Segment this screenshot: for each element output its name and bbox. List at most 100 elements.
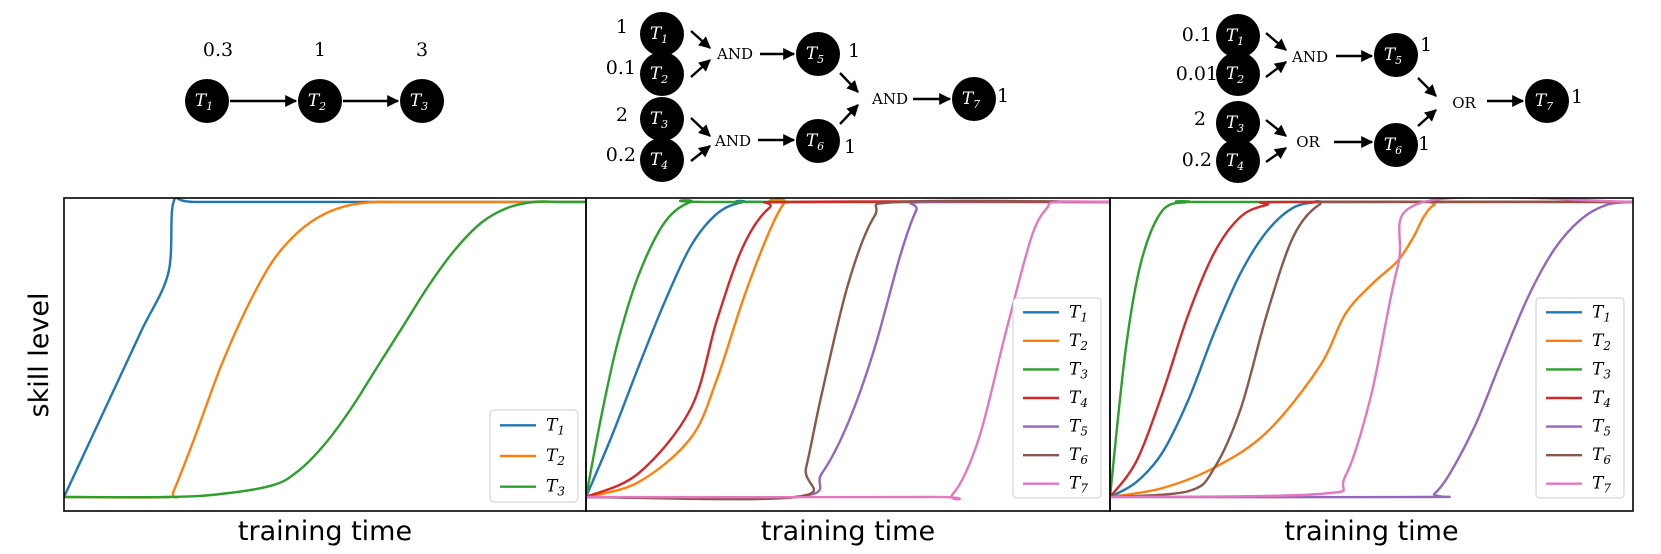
series-lines — [64, 198, 586, 499]
edge-arrow — [1265, 61, 1287, 78]
node-T3 — [1216, 101, 1260, 145]
series-line-T4 — [586, 200, 1110, 499]
node-label: T1 — [195, 91, 213, 113]
legend: T1 T2 T3 T4 T5 T6 T7 — [1535, 297, 1625, 499]
node-T2 — [1216, 52, 1260, 96]
edge-arrow — [1265, 119, 1287, 137]
node-T4 — [1216, 139, 1260, 183]
gate-label: OR — [1296, 133, 1320, 151]
chart-panel-1: training time T1 T2 T3 — [63, 197, 587, 547]
node-T2 — [640, 52, 684, 96]
node-weight: 1 — [844, 136, 856, 158]
edge-arrow — [1265, 32, 1287, 51]
node-T6 — [796, 119, 840, 163]
node-label: T6 — [806, 131, 824, 153]
node-weight: 1 — [314, 39, 326, 61]
gate-label: AND — [716, 45, 753, 63]
node-weight: 0.01 — [1176, 63, 1218, 85]
legend-entry-T7: T7 — [1069, 474, 1088, 496]
node-weight: 0.1 — [606, 57, 636, 79]
diagram-2: AND AND AND T1 1 T2 0.1 T3 2 T4 0.2 T5 1 T6 1 T7 1 — [606, 12, 1009, 182]
node-T5 — [796, 32, 840, 76]
node-weight: 2 — [1194, 108, 1206, 130]
gate-label: AND — [1291, 48, 1328, 66]
node-weight: 1 — [1418, 133, 1430, 155]
node-weight: 0.1 — [1182, 24, 1212, 46]
legend-entry-T2: T2 — [1592, 331, 1611, 353]
edge-arrow — [839, 72, 859, 93]
gate-label: AND — [871, 90, 908, 108]
gate-label: OR — [1452, 94, 1476, 112]
gate-label: AND — [714, 132, 751, 150]
x-axis-label: training time — [1284, 516, 1458, 547]
node-label: T2 — [1226, 64, 1244, 86]
series-line-T1 — [64, 198, 586, 499]
legend-entry-T3: T3 — [546, 477, 565, 499]
node-label: T2 — [650, 64, 668, 86]
edge-arrow — [690, 145, 711, 162]
node-label: T7 — [1535, 91, 1553, 113]
y-axis-label: skill level — [24, 293, 55, 418]
node-T3 — [640, 97, 684, 141]
series-lines — [586, 198, 1110, 501]
legend-entry-T2: T2 — [1069, 331, 1088, 353]
node-T1 — [1216, 14, 1260, 58]
node-label: T6 — [1384, 135, 1402, 157]
legend-entry-T4: T4 — [1592, 388, 1611, 410]
legend-entry-T3: T3 — [1069, 359, 1088, 381]
node-label: T3 — [1226, 113, 1244, 135]
node-label: T7 — [962, 89, 980, 111]
edge-arrow — [1417, 77, 1437, 97]
node-label: T1 — [1226, 26, 1244, 48]
edge-arrow — [839, 104, 859, 125]
node-weight: 0.2 — [1182, 149, 1212, 171]
legend-entry-T1: T1 — [546, 415, 565, 437]
legend-entry-T6: T6 — [1592, 445, 1611, 467]
legend: T1 T2 T3 T4 T5 T6 T7 — [1012, 297, 1102, 499]
x-axis-label: training time — [761, 516, 935, 547]
node-label: T3 — [650, 109, 668, 131]
chart-panel-2: training time T1 T2 T3 T4 T5 T6 T7 — [585, 197, 1111, 547]
node-T6 — [1374, 123, 1418, 167]
node-label: T1 — [650, 24, 668, 46]
edge-arrow — [1417, 109, 1437, 127]
chart-panel-3: training time T1 T2 T3 T4 T5 T6 T7 — [1109, 197, 1634, 547]
series-line-T3 — [64, 200, 586, 499]
series-line-T5 — [1110, 200, 1633, 499]
chart-panels: training time T1 T2 T3 training time T1 T2 T3 T4… — [63, 197, 1634, 547]
node-label: T5 — [1384, 45, 1402, 67]
series-line-T2 — [64, 200, 586, 499]
legend-entry-T6: T6 — [1069, 445, 1088, 467]
node-T5 — [1374, 33, 1418, 77]
node-label: T2 — [308, 91, 326, 113]
legend-entry-T4: T4 — [1069, 388, 1088, 410]
node-T7 — [1525, 79, 1569, 123]
node-label: T4 — [1226, 151, 1244, 173]
legend-entry-T1: T1 — [1069, 302, 1088, 324]
legend-entry-T2: T2 — [546, 446, 565, 468]
node-weight: 1 — [848, 40, 860, 62]
node-label: T3 — [410, 91, 428, 113]
legend-entry-T5: T5 — [1592, 417, 1611, 439]
node-T7 — [952, 77, 996, 121]
node-T2 — [298, 79, 342, 123]
edge-arrow — [690, 117, 711, 137]
node-weight: 1 — [1420, 34, 1432, 56]
node-weight: 1 — [616, 16, 628, 38]
node-weight: 0.3 — [203, 39, 233, 61]
legend: T1 T2 T3 — [489, 409, 579, 503]
node-weight: 3 — [416, 39, 428, 61]
legend-entry-T3: T3 — [1592, 359, 1611, 381]
x-axis-label: training time — [238, 516, 412, 547]
edge-arrow — [1265, 147, 1287, 163]
series-line-T7 — [586, 200, 1110, 501]
legend-entry-T5: T5 — [1069, 417, 1088, 439]
edge-arrow — [690, 30, 711, 49]
legend-entry-T7: T7 — [1592, 474, 1611, 496]
node-label: T5 — [806, 44, 824, 66]
diagram-3: AND OR OR T1 0.1 T2 0.01 T3 2 T4 0.2 T5 1 T6 1 T7 1 — [1176, 14, 1583, 183]
node-T1 — [640, 12, 684, 56]
node-T4 — [640, 138, 684, 182]
